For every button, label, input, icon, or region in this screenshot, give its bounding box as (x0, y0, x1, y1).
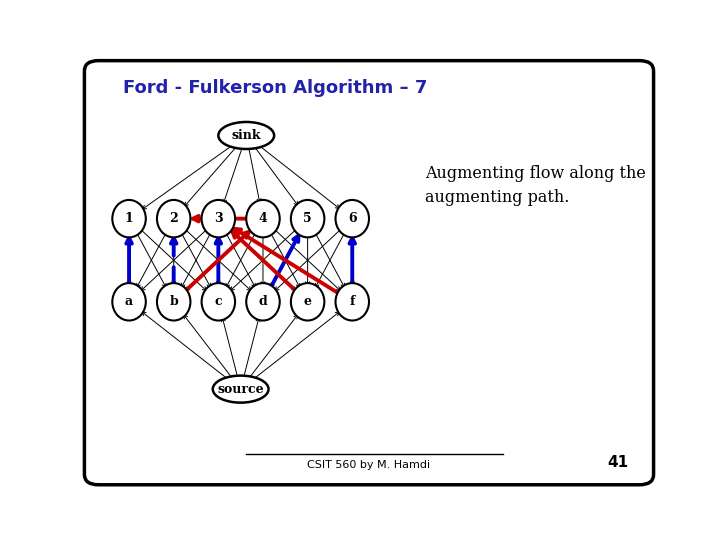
Ellipse shape (112, 283, 145, 321)
Text: e: e (304, 295, 312, 308)
Text: CSIT 560 by M. Hamdi: CSIT 560 by M. Hamdi (307, 460, 431, 470)
Ellipse shape (112, 200, 145, 238)
Text: sink: sink (232, 129, 261, 142)
Ellipse shape (157, 200, 191, 238)
Ellipse shape (246, 283, 280, 321)
FancyBboxPatch shape (84, 60, 654, 485)
Text: Ford - Fulkerson Algorithm – 7: Ford - Fulkerson Algorithm – 7 (124, 79, 428, 97)
Ellipse shape (157, 283, 191, 321)
Text: c: c (215, 295, 222, 308)
Ellipse shape (202, 283, 235, 321)
Ellipse shape (336, 200, 369, 238)
Text: 1: 1 (125, 212, 133, 225)
Text: f: f (350, 295, 355, 308)
Text: 4: 4 (258, 212, 267, 225)
Ellipse shape (213, 376, 269, 403)
Text: 6: 6 (348, 212, 356, 225)
Text: Augmenting flow along the
augmenting path.: Augmenting flow along the augmenting pat… (425, 165, 646, 206)
Text: source: source (217, 383, 264, 396)
Ellipse shape (218, 122, 274, 149)
Text: b: b (169, 295, 178, 308)
Text: 3: 3 (214, 212, 222, 225)
Text: d: d (258, 295, 267, 308)
Text: 41: 41 (608, 455, 629, 470)
Text: 2: 2 (169, 212, 178, 225)
Ellipse shape (202, 200, 235, 238)
Ellipse shape (291, 200, 324, 238)
Text: 5: 5 (303, 212, 312, 225)
Ellipse shape (246, 200, 280, 238)
Text: a: a (125, 295, 133, 308)
Ellipse shape (336, 283, 369, 321)
Ellipse shape (291, 283, 324, 321)
